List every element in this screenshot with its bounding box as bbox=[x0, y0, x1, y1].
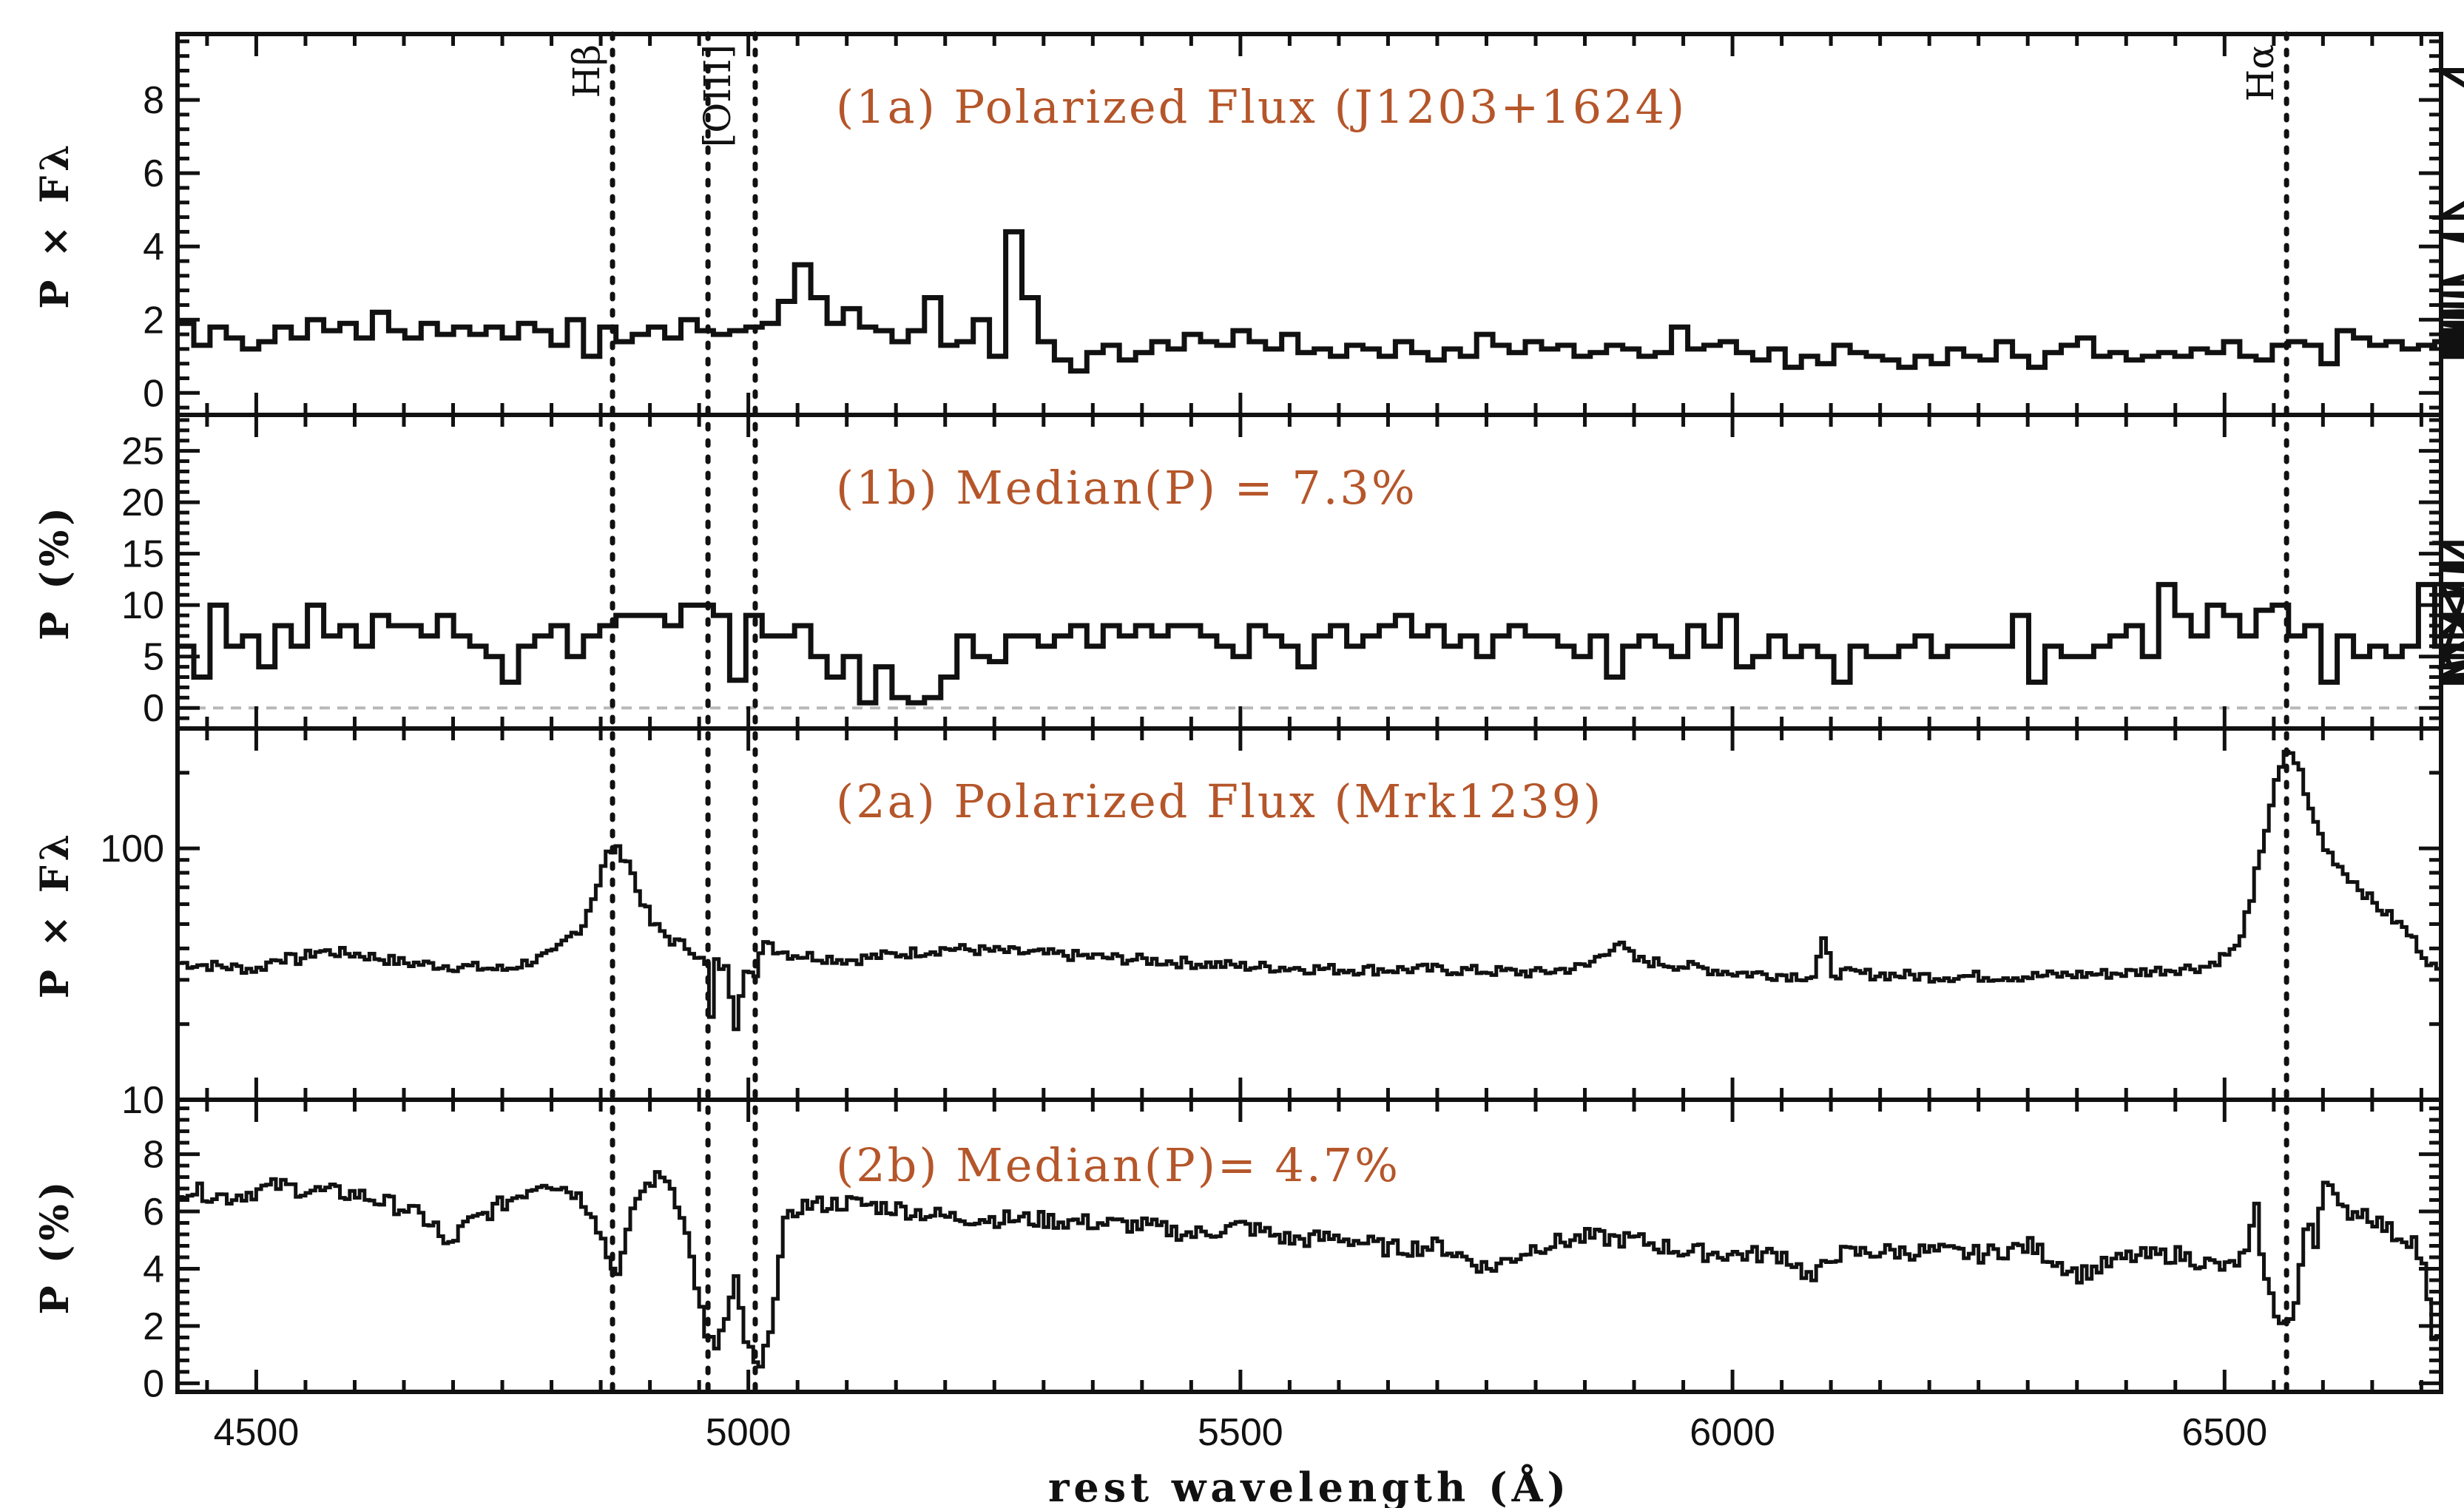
y-axis-label-2b: P (%) bbox=[33, 1177, 78, 1315]
x-tick-label: 5000 bbox=[706, 1411, 791, 1454]
y-tick-label-2a: 10 bbox=[121, 1079, 164, 1122]
y-tick-label-2b: 2 bbox=[143, 1305, 164, 1348]
y-tick-label-2b: 6 bbox=[143, 1191, 164, 1234]
emission-line-label: Hβ bbox=[565, 44, 608, 98]
y-axis-label-2a: P × Fλ bbox=[33, 830, 78, 998]
figure-text: 0 2 4 6 8 P × Fλ (1a) Polarized Flux (J1203+16… bbox=[33, 44, 2282, 1508]
y-tick-label-1b: 10 bbox=[121, 584, 164, 627]
y-tick-label-2b: 4 bbox=[143, 1248, 164, 1291]
x-tick-label: 5500 bbox=[1198, 1411, 1283, 1454]
y-axis-label-1a: P × Fλ bbox=[33, 140, 78, 308]
emission-line-label: Hα bbox=[2239, 44, 2282, 101]
spectrum-trace-1a bbox=[178, 68, 2464, 374]
y-tick-label-1b: 0 bbox=[143, 687, 164, 730]
y-tick-label-2b: 8 bbox=[143, 1134, 164, 1177]
axis-ticks bbox=[178, 34, 2441, 1392]
panel-title-1a: (1a) Polarized Flux (J1203+1624) bbox=[836, 80, 1687, 134]
panel-title-1b: (1b) Median(P) = 7.3% bbox=[836, 461, 1417, 515]
y-tick-label-1b: 5 bbox=[143, 636, 164, 679]
spectrum-trace-1b bbox=[178, 541, 2464, 706]
panel-title-2b: (2b) Median(P)= 4.7% bbox=[836, 1138, 1400, 1192]
y-tick-label-1a: 8 bbox=[143, 79, 164, 122]
y-tick-label-1a: 2 bbox=[143, 299, 164, 342]
x-axis-label: rest wavelength (Å) bbox=[1048, 1464, 1570, 1508]
y-tick-label-2a: 100 bbox=[100, 828, 164, 870]
panel-title-2a: (2a) Polarized Flux (Mrk1239) bbox=[836, 774, 1603, 828]
y-tick-label-1a: 0 bbox=[143, 372, 164, 415]
y-tick-label-1b: 25 bbox=[121, 430, 164, 473]
y-tick-label-1b: 15 bbox=[121, 533, 164, 576]
x-tick-label: 4500 bbox=[214, 1411, 300, 1454]
spectrum-trace-2a bbox=[178, 749, 2443, 1032]
spectrum-trace-2b bbox=[178, 1170, 2443, 1369]
emission-line-markers bbox=[610, 31, 2289, 1395]
y-tick-label-1a: 4 bbox=[143, 226, 164, 268]
x-tick-label: 6000 bbox=[1690, 1411, 1775, 1454]
y-tick-label-2b: 0 bbox=[143, 1362, 164, 1405]
y-tick-label-1a: 6 bbox=[143, 152, 164, 195]
emission-line-label: [OIII] bbox=[696, 44, 739, 147]
y-axis-label-1b: P (%) bbox=[33, 503, 78, 640]
x-tick-label: 6500 bbox=[2181, 1411, 2267, 1454]
y-tick-label-1b: 20 bbox=[121, 481, 164, 524]
spectra-traces bbox=[178, 68, 2464, 1369]
